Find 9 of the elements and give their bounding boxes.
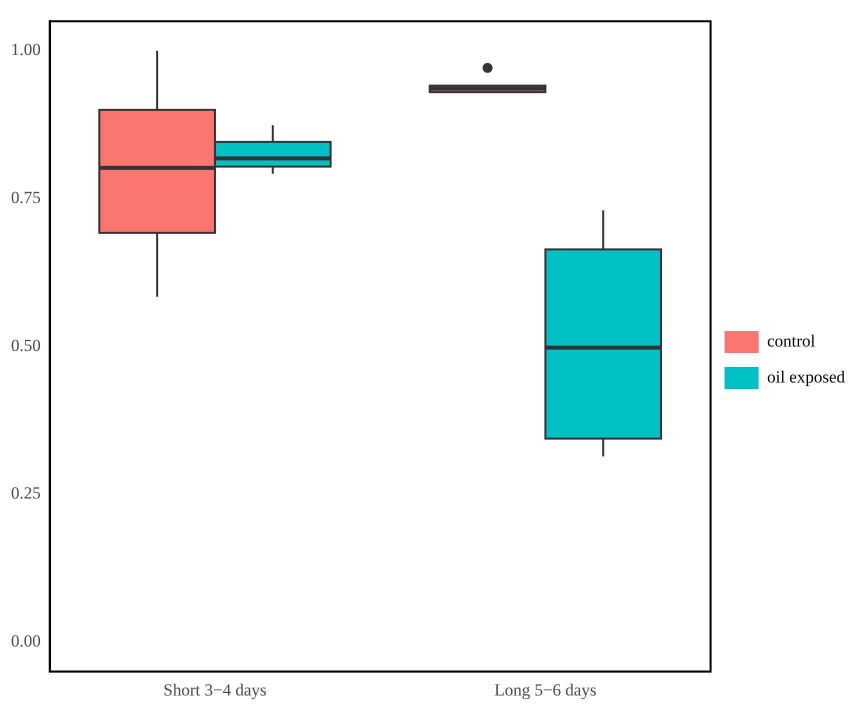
y-tick-label: 0.25: [11, 484, 41, 503]
x-tick-label: Short 3−4 days: [163, 680, 267, 700]
x-tick-label: Long 5−6 days: [494, 680, 596, 700]
y-tick-label: 1.00: [11, 40, 41, 60]
y-tick-label: 0.50: [11, 336, 41, 355]
legend-label: oil exposed: [767, 367, 846, 386]
y-tick-label: 0.00: [11, 632, 41, 651]
y-tick-label: 0.75: [11, 188, 41, 208]
legend-label: control: [767, 331, 816, 350]
